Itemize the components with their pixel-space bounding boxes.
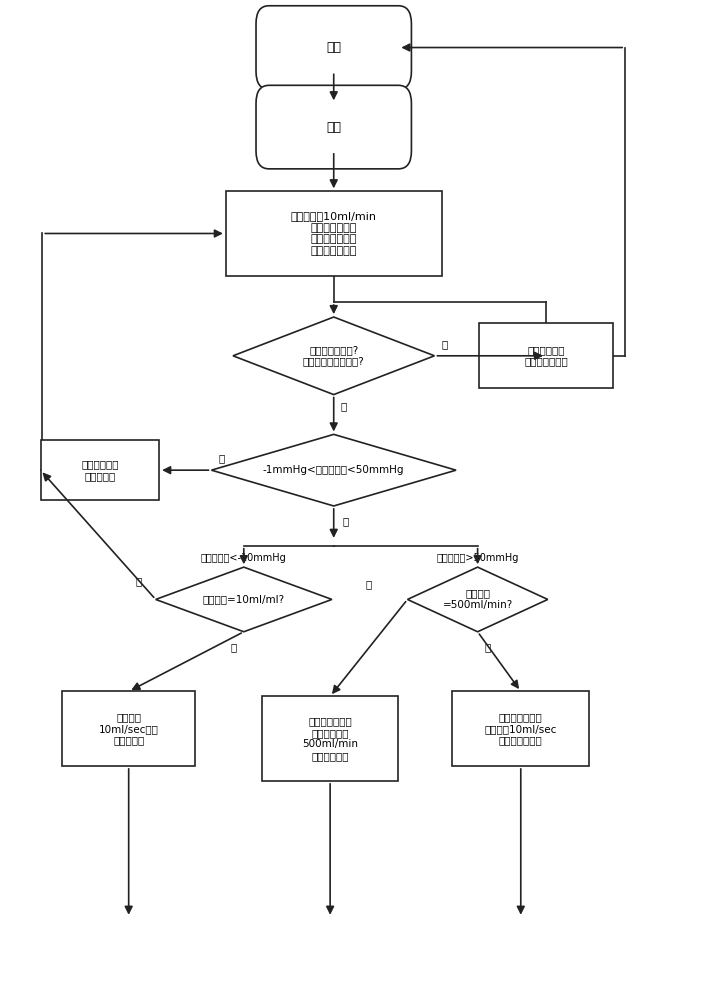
Text: 血液供给压<-10mmHg: 血液供给压<-10mmHg bbox=[201, 553, 286, 563]
Text: 是: 是 bbox=[135, 577, 141, 587]
Text: 是: 是 bbox=[365, 580, 372, 590]
Text: 回输泵速度10ml/min
盐水供给夹打开
血液供给夹关闭
血液回输夹打开: 回输泵速度10ml/min 盐水供给夹打开 血液供给夹关闭 血液回输夹打开 bbox=[291, 211, 377, 256]
Text: 血液供给夹打开
回输泵速度为
500ml/min
发出声音提示: 血液供给夹打开 回输泵速度为 500ml/min 发出声音提示 bbox=[302, 716, 358, 761]
Text: 停止: 停止 bbox=[326, 41, 341, 54]
Text: 否: 否 bbox=[485, 642, 491, 652]
Text: 回输泵速=10ml/ml?: 回输泵速=10ml/ml? bbox=[203, 594, 285, 604]
Text: 发出声音警报
关闭血液回输夹: 发出声音警报 关闭血液回输夹 bbox=[524, 345, 568, 367]
Text: 否: 否 bbox=[342, 516, 349, 526]
Bar bbox=[452, 691, 589, 766]
FancyBboxPatch shape bbox=[256, 85, 411, 169]
Polygon shape bbox=[407, 567, 548, 632]
Text: 回输泵以
10ml/sec的速
度降低泵速: 回输泵以 10ml/sec的速 度降低泵速 bbox=[99, 712, 159, 745]
Bar bbox=[62, 691, 195, 766]
Text: 血液供给夹打开
回输泵以10ml/sec
的速度提高泵速: 血液供给夹打开 回输泵以10ml/sec 的速度提高泵速 bbox=[484, 712, 557, 745]
Text: 血液回输液面低?
血液回输压超出范围?: 血液回输液面低? 血液回输压超出范围? bbox=[303, 345, 365, 367]
Bar bbox=[479, 323, 613, 388]
Polygon shape bbox=[212, 434, 456, 506]
Bar bbox=[225, 191, 442, 276]
Text: 回输泵速
=500ml/min?: 回输泵速 =500ml/min? bbox=[442, 589, 513, 610]
Bar bbox=[262, 696, 399, 781]
Text: 回输泵保持速
度匀速运行: 回输泵保持速 度匀速运行 bbox=[81, 459, 119, 481]
Polygon shape bbox=[233, 317, 434, 395]
Text: 血液供给压>50mmHg: 血液供给压>50mmHg bbox=[436, 553, 519, 563]
Text: 否: 否 bbox=[231, 642, 236, 652]
Text: -1mmHg<血液供给压<50mmHg: -1mmHg<血液供给压<50mmHg bbox=[263, 465, 405, 475]
FancyBboxPatch shape bbox=[256, 6, 411, 89]
Text: 启动: 启动 bbox=[326, 121, 341, 134]
Bar bbox=[41, 440, 160, 500]
Text: 否: 否 bbox=[341, 402, 347, 412]
Text: 是: 是 bbox=[442, 339, 448, 349]
Polygon shape bbox=[156, 567, 332, 632]
Text: 是: 是 bbox=[219, 453, 225, 463]
